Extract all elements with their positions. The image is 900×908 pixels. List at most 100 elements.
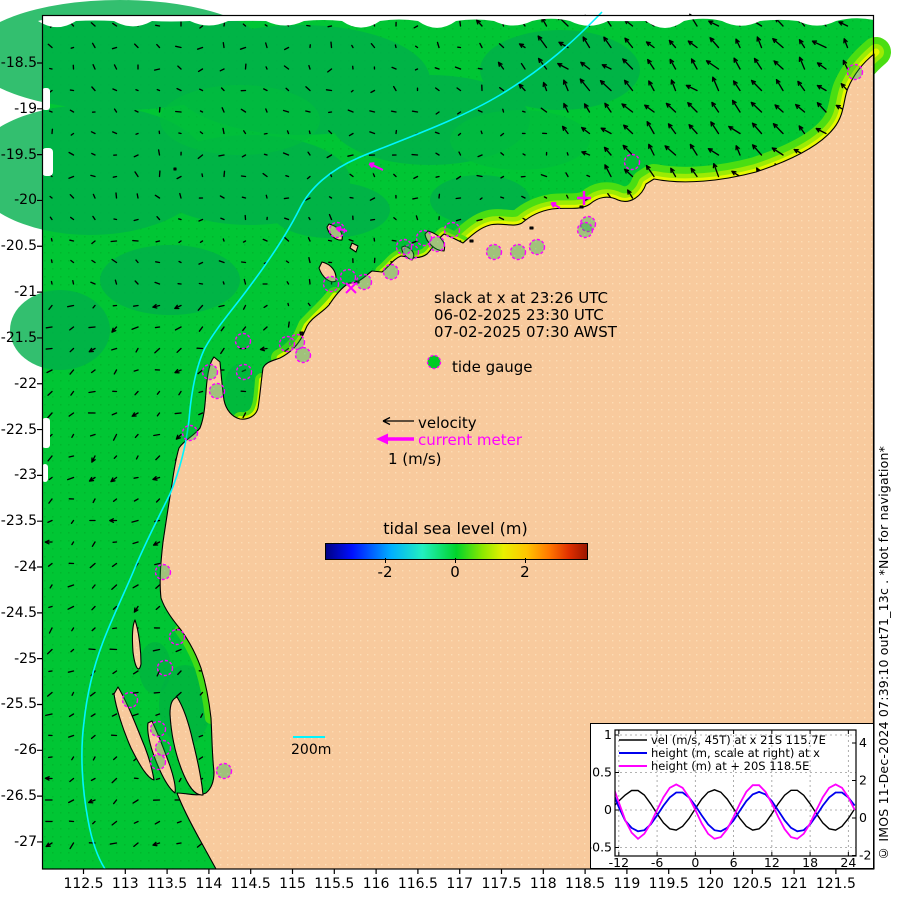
tide-gauge-marker bbox=[278, 335, 296, 353]
inset-series-1 bbox=[615, 790, 856, 833]
tide-gauge-marker bbox=[215, 762, 233, 780]
inset-left-tick-label: 0.5 bbox=[592, 765, 612, 780]
height-plus-marker bbox=[577, 191, 591, 205]
x-tick-label: 115 bbox=[279, 876, 306, 892]
tide-gauge-marker bbox=[846, 63, 864, 81]
x-tick-label: 117 bbox=[446, 876, 474, 892]
colorbar bbox=[325, 543, 588, 560]
isobath-legend-line bbox=[293, 736, 325, 738]
x-tick-label: 115.5 bbox=[314, 876, 355, 892]
slack-time-annotation: slack at x at 23:26 UTC 06-02-2025 23:30… bbox=[434, 290, 617, 341]
island-dampier-1 bbox=[424, 230, 446, 252]
peninsula-peron bbox=[169, 696, 204, 796]
x-tick-label: 114.5 bbox=[230, 876, 271, 892]
inset-axes-border bbox=[614, 729, 857, 857]
inset-right-tick-label: 4 bbox=[859, 735, 867, 750]
y-tick-label: -23 bbox=[14, 467, 37, 484]
y-tick-label: -21.5 bbox=[0, 329, 37, 346]
tide-gauge-marker bbox=[576, 221, 594, 239]
y-tick-label: -22 bbox=[14, 375, 37, 392]
tide-gauge-marker bbox=[509, 243, 527, 261]
y-tick-label: -20 bbox=[14, 192, 37, 209]
tide-gauge-marker bbox=[428, 235, 446, 253]
y-tick-label: -26.5 bbox=[0, 788, 37, 805]
x-tick-label: 116 bbox=[362, 876, 390, 892]
current-meter-arrowhead-icon bbox=[376, 433, 388, 445]
tide-gauge-marker bbox=[322, 275, 340, 293]
tide-gauge-marker bbox=[579, 215, 597, 233]
tide-gauge-marker bbox=[395, 238, 413, 256]
inset-series-2 bbox=[615, 783, 856, 840]
inset-x-tick-label: 18 bbox=[802, 855, 818, 868]
y-tick-label: -20.5 bbox=[0, 238, 37, 255]
inset-x-tick-label: -6 bbox=[651, 855, 664, 868]
tide-gauge-marker bbox=[528, 238, 546, 256]
y-tick-label: -23.5 bbox=[0, 513, 37, 530]
x-tick-label: 118 bbox=[529, 876, 557, 892]
x-tick-label: 119.5 bbox=[648, 876, 689, 892]
x-tick-label: 113 bbox=[111, 876, 139, 892]
map-border bbox=[41, 14, 875, 870]
y-tick-label: -19.5 bbox=[0, 146, 37, 163]
tide-gauge-marker bbox=[623, 153, 641, 171]
y-tick-label: -26 bbox=[14, 742, 37, 759]
y-tick-label: -27 bbox=[14, 833, 37, 850]
inset-legend-label: vel (m/s, 45T) at x 21S 115.7E bbox=[651, 733, 826, 747]
tide-gauge-marker bbox=[402, 243, 420, 261]
colorbar-tick-label: 2 bbox=[520, 563, 530, 581]
tide-gauge-marker bbox=[355, 273, 373, 291]
inset-right-tick-label: -2 bbox=[859, 848, 871, 863]
annotation-line-3: 07-02-2025 07:30 AWST bbox=[434, 323, 617, 341]
inset-right-tick-label: 0 bbox=[859, 810, 867, 825]
x-tick-label: 117.5 bbox=[481, 876, 522, 892]
tide-gauge-marker bbox=[121, 691, 139, 709]
inset-series-0 bbox=[615, 789, 856, 831]
tide-gauge-marker bbox=[208, 382, 226, 400]
tide-gauge-marker bbox=[235, 363, 253, 381]
inset-legend-label: height (m, scale at right) at x bbox=[651, 746, 820, 760]
station-markers bbox=[121, 63, 864, 780]
tide-gauge-marker bbox=[154, 563, 172, 581]
x-tick-label: 113.5 bbox=[147, 876, 188, 892]
y-tick-label: -18.5 bbox=[0, 55, 37, 71]
x-tick-label: 114 bbox=[195, 876, 223, 892]
inset-x-tick-label: 24 bbox=[840, 855, 856, 868]
tide-gauge-marker bbox=[234, 332, 252, 350]
isobath-legend-label: 200m bbox=[291, 742, 332, 758]
model-boundary-white-patches bbox=[38, 15, 874, 482]
ocean-shade-patches bbox=[0, 0, 640, 745]
inset-timeseries-chart: -12 -6 0 6 12 18 24 1 0.5 0 -0.5 4 2 0 -2 vel (m/s, 45T… bbox=[588, 727, 872, 870]
colorbar-tick bbox=[454, 558, 456, 563]
annotation-line-2: 06-02-2025 23:30 UTC bbox=[434, 306, 604, 324]
tide-gauge-marker bbox=[156, 659, 174, 677]
y-tick-label: -24.5 bbox=[0, 604, 37, 621]
current-meter-marker bbox=[368, 162, 384, 171]
inset-timeseries-panel: -12 -6 0 6 12 18 24 1 0.5 0 -0.5 4 2 0 -2 vel (m/s, 45T… bbox=[588, 723, 874, 870]
x-tick-label: 112.5 bbox=[63, 876, 104, 892]
velocity-scale-label: 1 (m/s) bbox=[388, 450, 442, 468]
inset-x-tick-label: 0 bbox=[691, 855, 699, 868]
tide-gauge-marker bbox=[181, 424, 199, 442]
x-tick-label: 121.5 bbox=[815, 876, 856, 892]
tide-gauge-marker bbox=[201, 363, 219, 381]
inset-x-tick-label: 6 bbox=[730, 855, 738, 868]
y-tick-label: -21 bbox=[14, 284, 37, 301]
current-meter-legend-label: current meter bbox=[418, 431, 522, 449]
island-bernier bbox=[131, 619, 142, 670]
colorbar-title: tidal sea level (m) bbox=[383, 519, 528, 538]
colorbar-tick-label: 0 bbox=[450, 563, 460, 581]
peninsula-edel bbox=[113, 686, 155, 781]
inset-left-tick-label: 0 bbox=[604, 802, 612, 817]
current-meter-legend-arrow bbox=[376, 433, 414, 445]
colorbar-tick-label: -2 bbox=[377, 563, 393, 581]
inset-x-tick-label: -12 bbox=[609, 855, 629, 868]
tide-gauge-marker bbox=[415, 229, 433, 247]
inset-left-tick-label: 1 bbox=[604, 727, 612, 742]
colorbar-tick bbox=[385, 558, 387, 563]
tide-gauge-marker bbox=[443, 221, 461, 239]
credit-text: © IMOS 11-Dec-2024 07:39:10 out71_13c . … bbox=[876, 445, 891, 861]
tide-gauge-marker bbox=[485, 243, 503, 261]
